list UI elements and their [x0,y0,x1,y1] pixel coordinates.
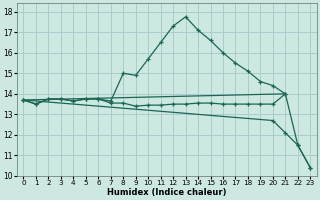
X-axis label: Humidex (Indice chaleur): Humidex (Indice chaleur) [107,188,227,197]
